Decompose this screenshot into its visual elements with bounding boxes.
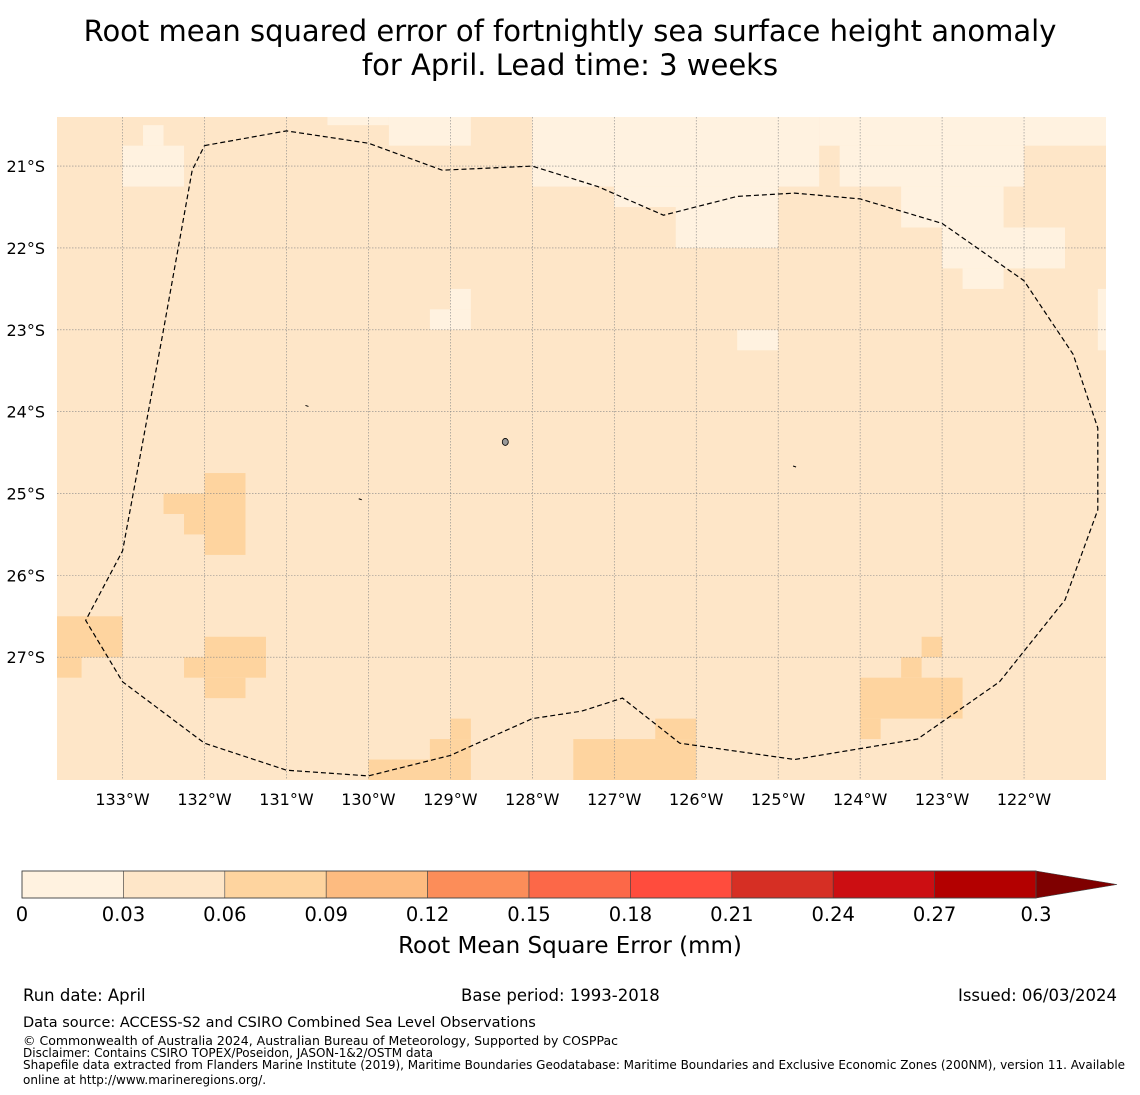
colorbar-tick-label: 0.12 bbox=[406, 903, 449, 926]
island-markers bbox=[305, 404, 797, 501]
x-tick-label: 131°W bbox=[259, 790, 314, 809]
x-axis-ticks: 133°W 132°W 131°W 130°W 129°W 128°W 127°W 126°W… bbox=[95, 790, 1051, 809]
colorbar: 0 0.03 0.06 0.09 0.12 0.15 0.18 0.21 0.24 0.27 0.3 bbox=[16, 870, 1118, 926]
run-date: Run date: April bbox=[23, 986, 146, 1005]
heatmap-cell bbox=[860, 718, 881, 740]
heatmap-cell bbox=[1097, 288, 1106, 351]
colorbar-tick-label: 0.03 bbox=[102, 903, 145, 926]
colorbar-tick-label: 0.27 bbox=[913, 903, 956, 926]
colorbar-tick-label: 0.18 bbox=[609, 903, 652, 926]
heatmap-cell bbox=[184, 513, 205, 535]
heatmap-cell bbox=[163, 493, 205, 514]
x-tick-label: 132°W bbox=[177, 790, 232, 809]
colorbar-tick-label: 0.15 bbox=[507, 903, 550, 926]
heatmap-cell bbox=[573, 739, 697, 780]
base-period: Base period: 1993-2018 bbox=[461, 986, 660, 1005]
colorbar-bin bbox=[325, 870, 428, 899]
colorbar-tick-label: 0.21 bbox=[710, 903, 753, 926]
colorbar-bin bbox=[832, 870, 935, 899]
island-marker bbox=[501, 438, 509, 446]
x-tick-label: 123°W bbox=[915, 790, 970, 809]
heatmap-cell bbox=[388, 117, 471, 146]
heatmap-cell bbox=[57, 657, 82, 678]
heatmap-cell bbox=[532, 117, 820, 187]
heatmap-cell bbox=[368, 759, 471, 780]
x-tick-label: 125°W bbox=[751, 790, 806, 809]
grid-lines bbox=[57, 117, 1106, 780]
x-tick-label: 126°W bbox=[669, 790, 724, 809]
colorbar-bin bbox=[731, 870, 834, 899]
x-tick-label: 129°W bbox=[423, 790, 478, 809]
colorbar-bin bbox=[21, 870, 124, 899]
heatmap-cells bbox=[57, 117, 1106, 780]
heatmap-cell bbox=[901, 186, 1004, 228]
colorbar-tick-label: 0.06 bbox=[203, 903, 246, 926]
x-tick-label: 122°W bbox=[997, 790, 1052, 809]
eez-boundary-line bbox=[85, 130, 1099, 777]
heatmap-cell bbox=[921, 636, 943, 658]
colorbar-tick-label: 0.3 bbox=[1020, 903, 1051, 926]
heatmap-cell bbox=[450, 288, 471, 310]
colorbar-tick-label: 0.09 bbox=[304, 903, 347, 926]
heatmap-cell bbox=[819, 117, 1106, 146]
y-tick-label: 21°S bbox=[6, 157, 45, 176]
colorbar-extend-arrow bbox=[1035, 870, 1118, 899]
x-tick-label: 124°W bbox=[833, 790, 888, 809]
y-tick-label: 27°S bbox=[6, 648, 45, 667]
heatmap-cell bbox=[962, 268, 1004, 289]
shapefile-credit-2: online at http://www.marineregions.org/. bbox=[23, 1073, 267, 1087]
disclaimer: Disclaimer: Contains CSIRO TOPEX/Poseido… bbox=[23, 1046, 433, 1060]
colorbar-tick-label: 0 bbox=[16, 903, 28, 926]
y-tick-label: 25°S bbox=[6, 485, 45, 504]
heatmap-cell bbox=[614, 186, 779, 208]
heatmap-cell bbox=[675, 207, 779, 248]
issued-date: Issued: 06/03/2024 bbox=[957, 986, 1117, 1005]
heatmap-cell bbox=[655, 718, 697, 740]
heatmap-cell bbox=[204, 473, 246, 555]
heatmap-cell bbox=[737, 329, 779, 351]
heatmap-cell bbox=[143, 125, 164, 146]
y-tick-label: 23°S bbox=[6, 321, 45, 340]
island-marker bbox=[358, 498, 362, 501]
x-tick-label: 133°W bbox=[95, 790, 150, 809]
eez-boundary bbox=[85, 130, 1099, 777]
chart-title: Root mean squared error of fortnightly s… bbox=[0, 14, 1140, 82]
y-tick-label: 24°S bbox=[6, 403, 45, 422]
heatmap-cell bbox=[860, 677, 963, 719]
copyright-notice: © Commonwealth of Australia 2024, Austra… bbox=[23, 1033, 618, 1048]
heatmap-cell bbox=[450, 718, 471, 740]
island-marker bbox=[305, 404, 309, 407]
colorbar-bin bbox=[934, 870, 1037, 899]
colorbar-tick-label: 0.24 bbox=[811, 903, 854, 926]
x-tick-label: 128°W bbox=[505, 790, 560, 809]
heatmap-cell bbox=[57, 616, 123, 658]
heatmap-cell bbox=[429, 309, 471, 330]
title-line-1: Root mean squared error of fortnightly s… bbox=[83, 14, 1057, 48]
heatmap-cell bbox=[901, 657, 922, 678]
y-tick-label: 26°S bbox=[6, 566, 45, 585]
colorbar-bin bbox=[224, 870, 327, 899]
data-source: Data source: ACCESS-S2 and CSIRO Combine… bbox=[23, 1015, 536, 1031]
heatmap-cell bbox=[327, 117, 389, 126]
colorbar-bin bbox=[630, 870, 733, 899]
y-axis-ticks: 21°S 22°S 23°S 24°S 25°S 26°S 27°S bbox=[6, 157, 45, 667]
colorbar-bin bbox=[528, 870, 631, 899]
colorbar-bin bbox=[427, 870, 530, 899]
colorbar-outline bbox=[21, 870, 1037, 899]
colorbar-bin bbox=[123, 870, 226, 899]
heatmap-cell bbox=[204, 677, 246, 699]
x-tick-label: 130°W bbox=[341, 790, 396, 809]
heatmap-cell bbox=[429, 739, 471, 760]
island-marker bbox=[792, 465, 797, 468]
shapefile-credit-1: Shapefile data extracted from Flanders M… bbox=[23, 1058, 1126, 1072]
x-tick-label: 127°W bbox=[587, 790, 642, 809]
colorbar-label: Root Mean Square Error (mm) bbox=[398, 933, 742, 959]
title-line-2: for April. Lead time: 3 weeks bbox=[361, 48, 779, 82]
y-tick-label: 22°S bbox=[6, 239, 45, 258]
heatmap-cell bbox=[184, 657, 205, 678]
